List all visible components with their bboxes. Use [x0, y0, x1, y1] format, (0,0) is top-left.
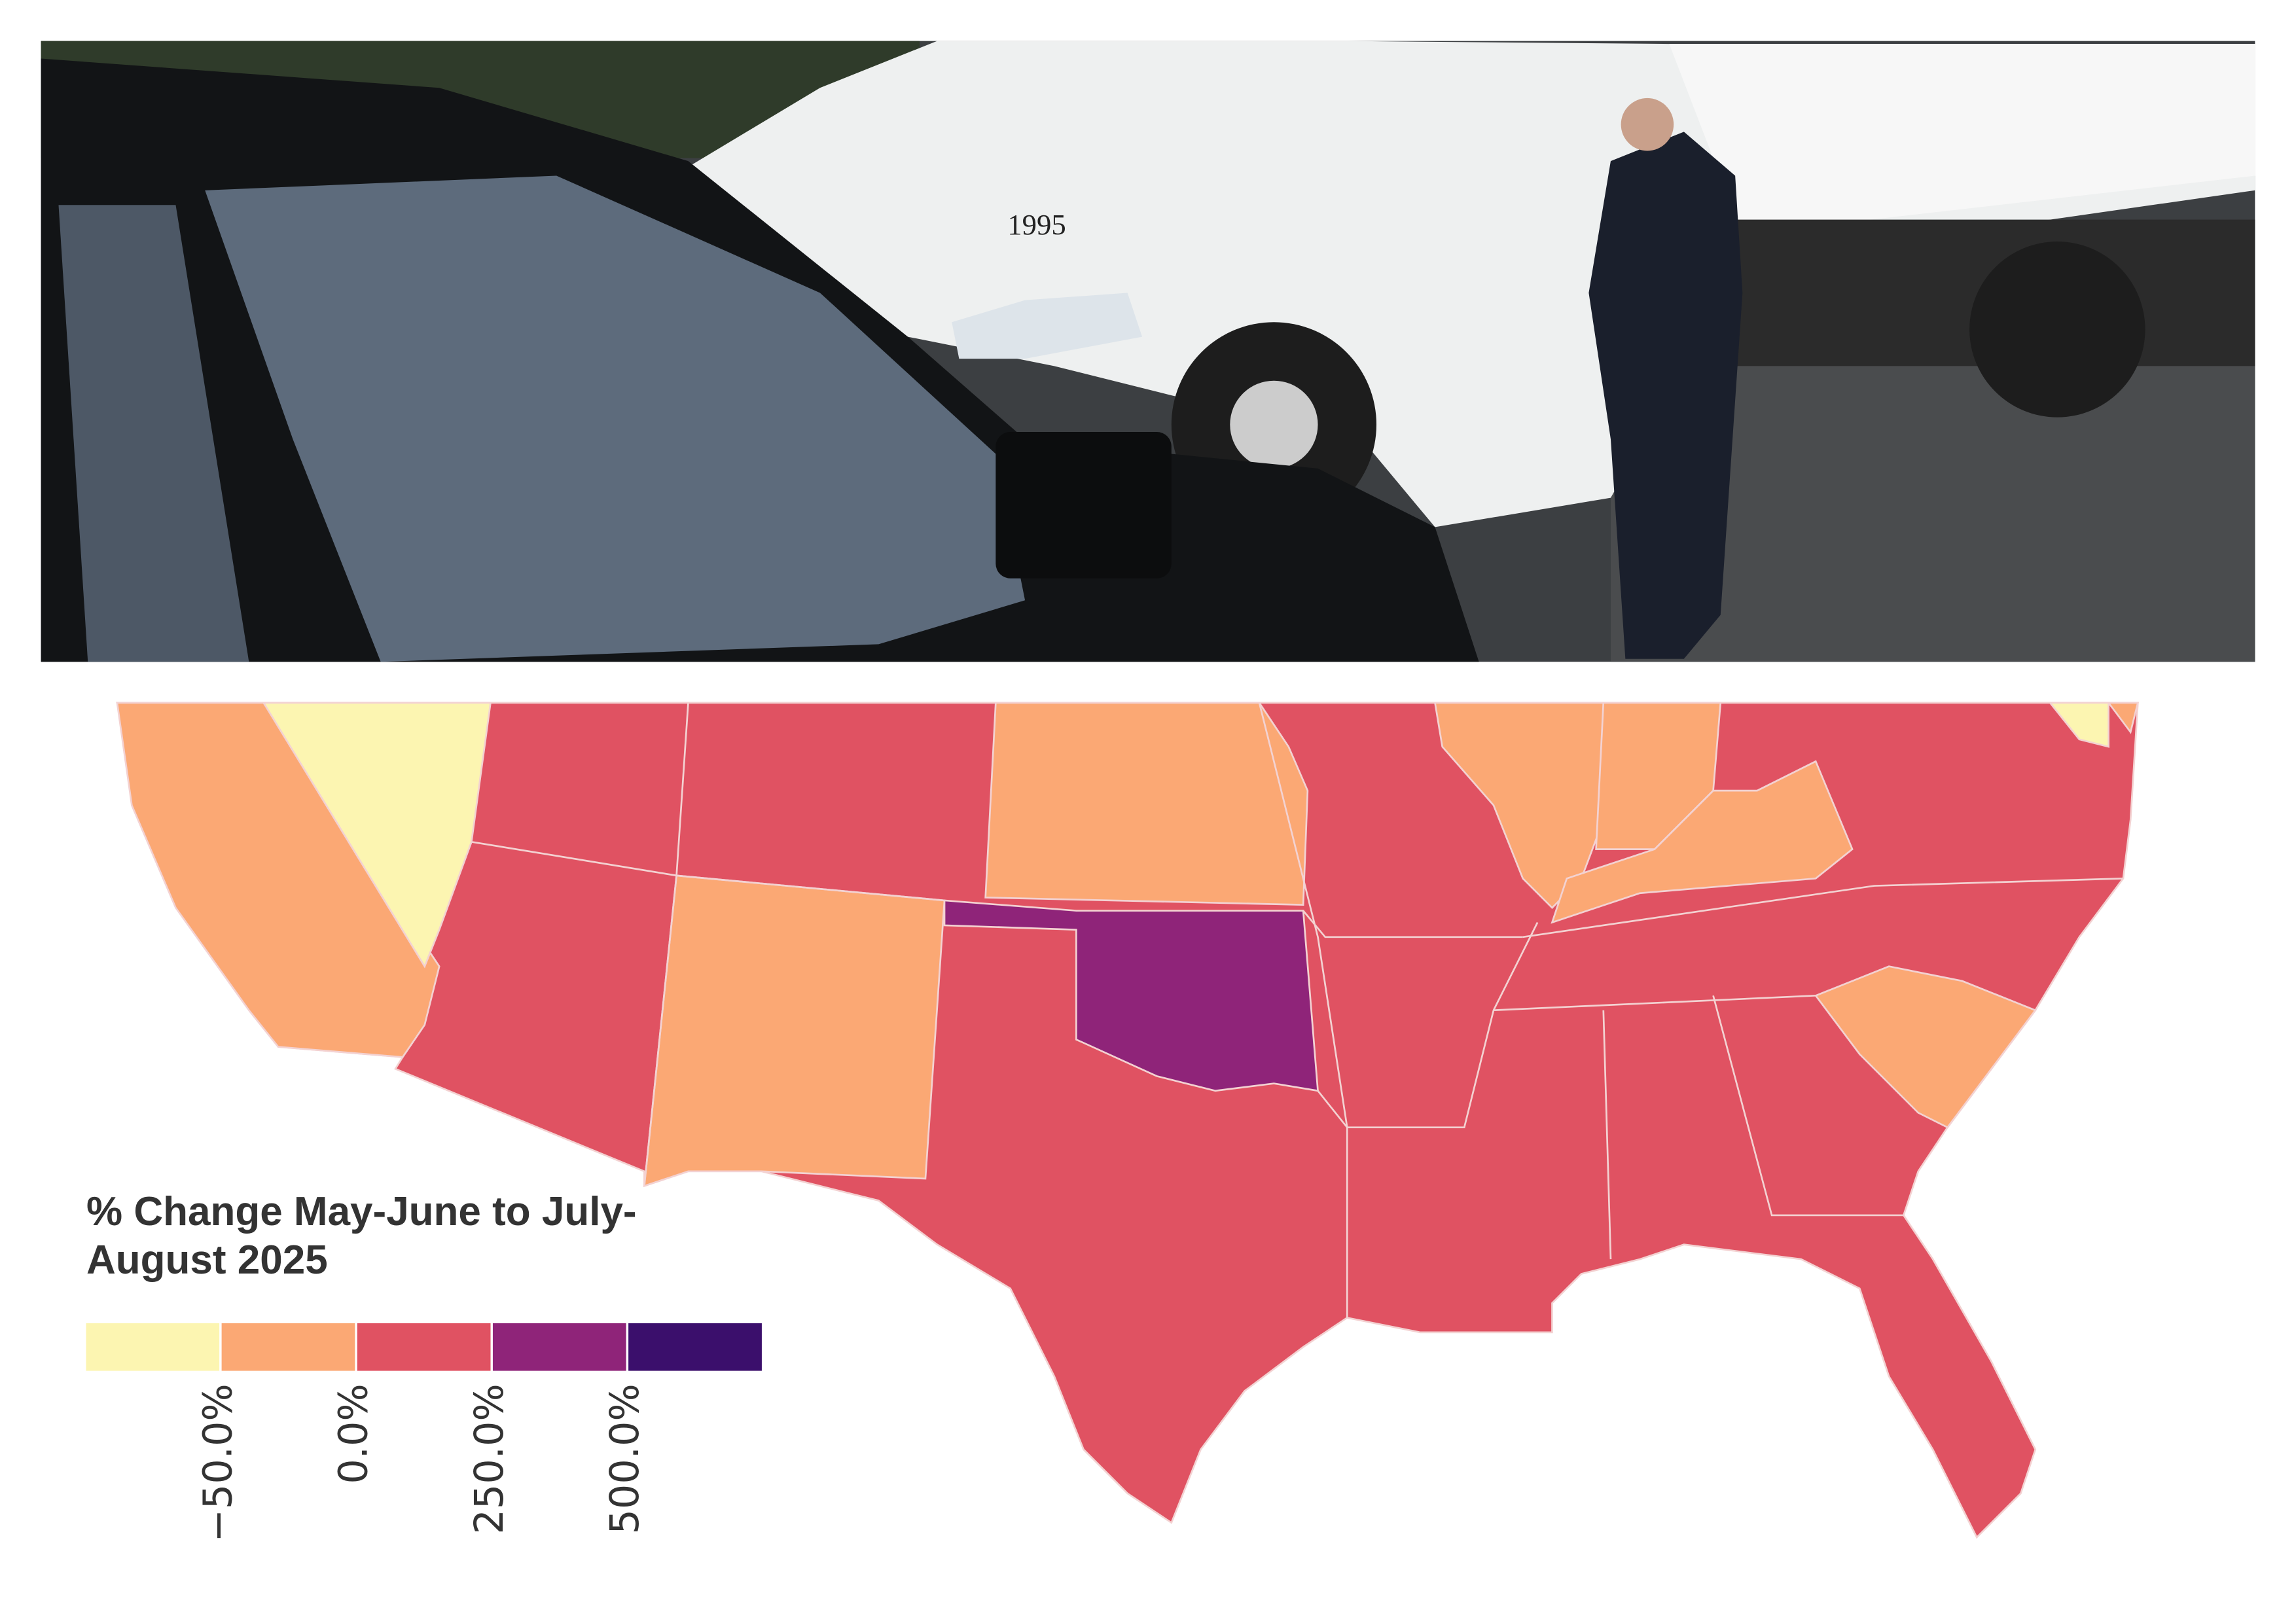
map: [115, 702, 2140, 1539]
truck-number: 1995: [1007, 208, 1066, 241]
legend-swatch: [84, 1321, 222, 1373]
region: [115, 702, 2139, 1539]
legend-title: % Change May-June to July-August 2025: [86, 1189, 637, 1283]
photo: 1995: [41, 41, 2255, 662]
legend-tick-label: 250.0%: [467, 1383, 512, 1534]
region: [1814, 965, 2037, 1129]
legend-swatch: [490, 1321, 629, 1373]
legend-tick-label: −50.0%: [196, 1383, 242, 1542]
legend-swatch: [219, 1321, 357, 1373]
region: [2048, 702, 2109, 748]
region: [943, 899, 1319, 1092]
legend-tick-label: 500.0%: [602, 1383, 648, 1534]
legend: −50.0% 0.0% 250.0% 500.0%: [84, 1321, 764, 1543]
region: [1551, 760, 1854, 924]
region: [262, 702, 492, 969]
region: [2106, 702, 2140, 734]
legend-swatch: [626, 1321, 764, 1373]
region: [643, 874, 946, 1188]
legend-tick-label: 0.0%: [331, 1383, 377, 1484]
region: [984, 702, 1309, 906]
legend-swatch: [355, 1321, 493, 1373]
